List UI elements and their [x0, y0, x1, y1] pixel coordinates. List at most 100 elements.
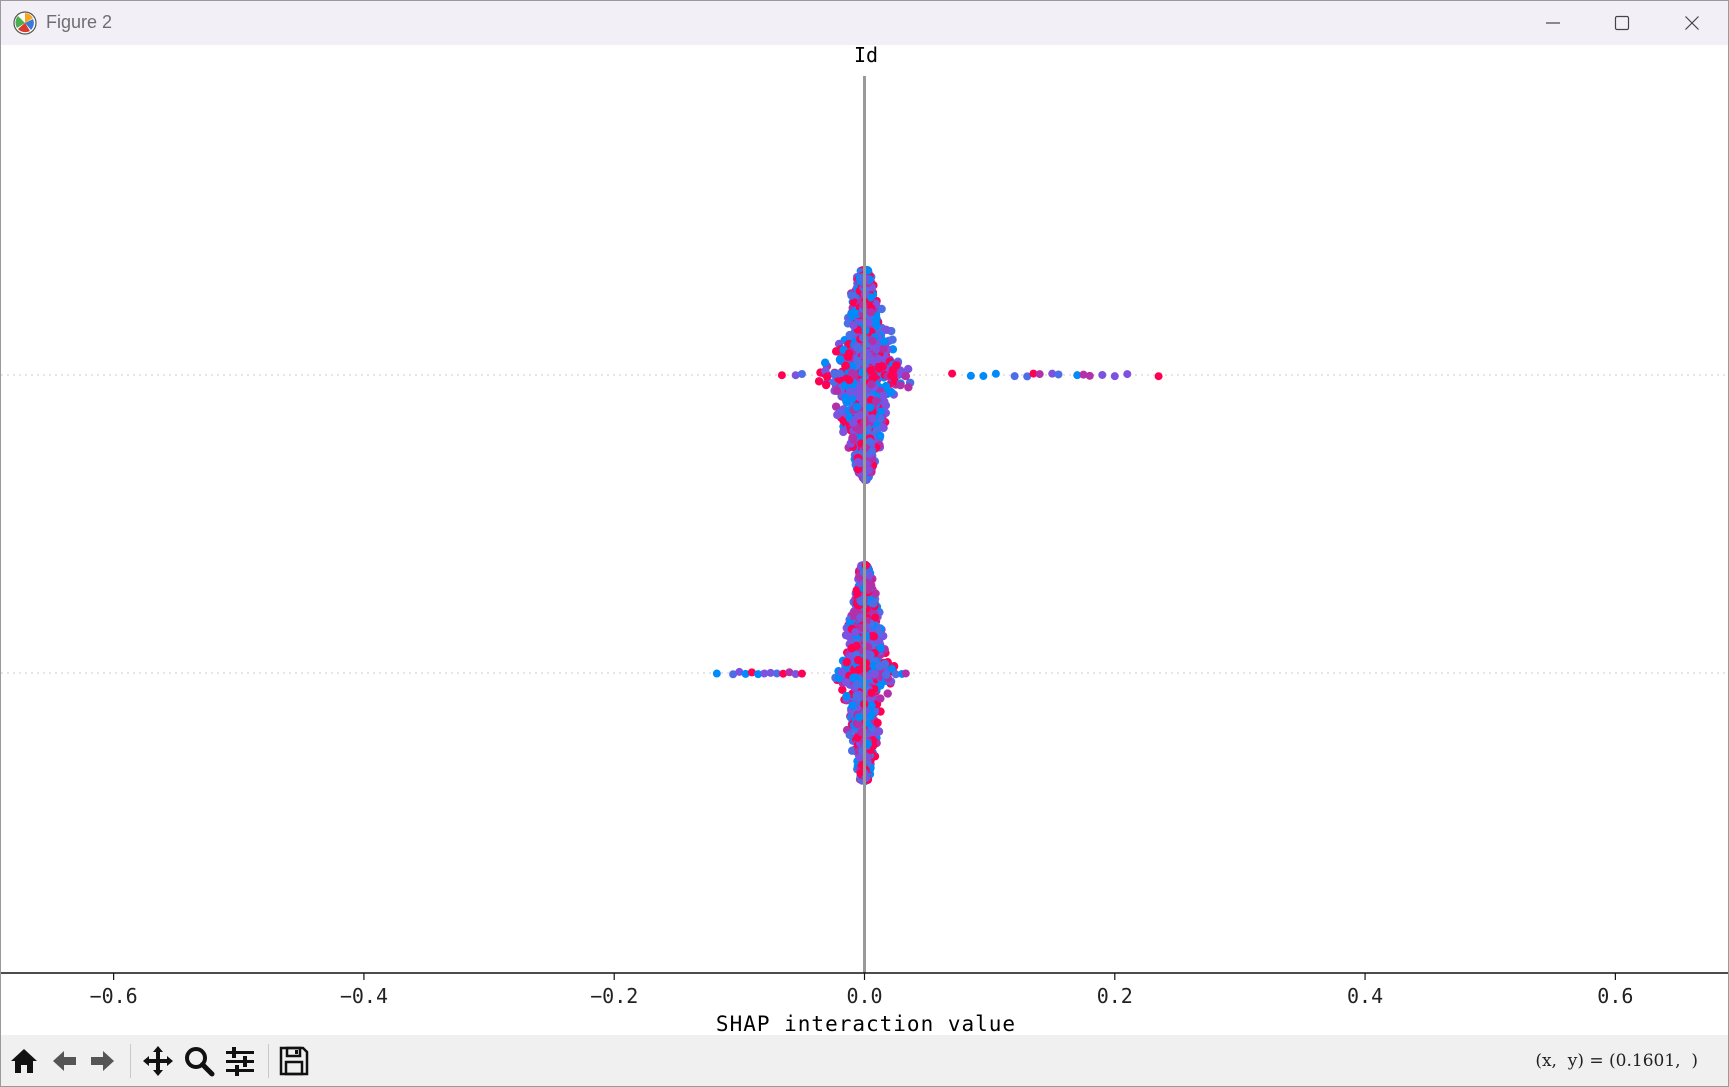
shap-point: [1054, 370, 1063, 379]
zoom-button[interactable]: [181, 1043, 217, 1079]
close-button[interactable]: [1658, 1, 1726, 45]
shap-point: [868, 414, 877, 423]
shap-point: [864, 318, 874, 327]
shap-point: [870, 669, 879, 679]
x-tick-label: 0.2: [1097, 984, 1133, 1008]
shap-point: [892, 361, 901, 370]
shap-point: [854, 655, 863, 665]
shap-point: [868, 336, 877, 346]
shap-point: [901, 669, 910, 678]
shap-point: [867, 380, 876, 389]
shap-point: [888, 335, 897, 344]
shap-point: [874, 354, 883, 364]
shap-point: [879, 423, 888, 433]
home-button[interactable]: [6, 1043, 42, 1079]
window-title: Figure 2: [46, 12, 113, 32]
back-icon: [53, 1051, 76, 1071]
shap-point: [837, 667, 847, 677]
x-tick-label: 0.0: [846, 984, 882, 1008]
shap-point: [866, 366, 875, 375]
shap-point: [855, 753, 865, 763]
shap-point: [1073, 371, 1082, 380]
shap-point: [874, 727, 884, 736]
shap-point: [855, 393, 865, 402]
shap-point: [866, 308, 876, 317]
shap-point: [854, 720, 863, 729]
close-icon: [1685, 16, 1699, 30]
shap-point: [741, 669, 750, 678]
shap-point: [867, 701, 876, 710]
shap-point: [870, 613, 880, 622]
shap-point: [901, 371, 911, 381]
toolbar-separator: [268, 1044, 269, 1078]
shap-point: [797, 369, 806, 378]
pan-button[interactable]: [140, 1043, 176, 1079]
shap-point: [849, 298, 858, 307]
shap-point: [822, 372, 832, 381]
shap-point: [848, 418, 858, 427]
shap-point: [871, 589, 880, 598]
configure-subplots-button[interactable]: [222, 1043, 258, 1079]
shap-point: [754, 670, 763, 679]
shap-point: [877, 304, 886, 314]
shap-point: [864, 466, 873, 475]
shap-point: [835, 355, 845, 364]
shap-point: [1048, 369, 1057, 378]
shap-point: [979, 372, 988, 381]
shap-point: [1085, 371, 1094, 380]
shap-point: [1035, 370, 1044, 379]
shap-interaction-plot: −0.6 −0.4 −0.2 0.0 0.2 0.4 0.6 Id SHAP interac…: [1, 45, 1728, 1035]
shap-point: [785, 668, 794, 677]
minimize-button[interactable]: [1519, 1, 1587, 45]
shap-point: [849, 673, 858, 683]
shap-point: [856, 613, 865, 622]
shap-point: [1010, 372, 1019, 381]
save-button[interactable]: [276, 1043, 312, 1079]
figure-canvas[interactable]: −0.6 −0.4 −0.2 0.0 0.2 0.4 0.6 Id SHAP interac…: [1, 45, 1728, 1035]
shap-point: [735, 667, 744, 676]
shap-point: [875, 431, 885, 441]
shap-point: [876, 643, 885, 653]
shap-point: [833, 410, 842, 420]
shap-point: [791, 371, 800, 380]
shap-point: [863, 672, 873, 681]
x-tick-label: 0.4: [1347, 984, 1383, 1008]
shap-point: [852, 641, 861, 650]
shap-point: [831, 402, 841, 411]
back-button[interactable]: [46, 1043, 82, 1079]
x-tick-label: −0.2: [590, 984, 638, 1008]
shap-point: [832, 386, 842, 395]
shap-point: [851, 627, 860, 637]
shap-point: [1123, 370, 1132, 379]
maximize-button[interactable]: [1588, 1, 1656, 45]
shap-point: [831, 347, 841, 356]
shap-point: [853, 457, 863, 467]
shap-point: [760, 669, 769, 678]
shap-point: [849, 433, 858, 443]
forward-button[interactable]: [85, 1043, 121, 1079]
shap-point: [842, 691, 851, 701]
cursor-coordinates: (x, y) = (0.1601, ): [1535, 1051, 1698, 1071]
shap-point: [883, 689, 892, 698]
configure-icon: [226, 1047, 254, 1076]
shap-point: [853, 356, 862, 365]
shap-point: [842, 678, 851, 687]
shap-point: [848, 361, 857, 371]
shap-point: [821, 380, 831, 390]
shap-point: [991, 369, 1000, 378]
shap-point: [948, 369, 957, 378]
shap-point: [766, 668, 775, 677]
shap-point: [1079, 370, 1088, 379]
x-tick-label: −0.4: [340, 984, 388, 1008]
shap-point: [835, 369, 845, 378]
shap-point: [855, 712, 864, 722]
shap-point: [797, 669, 806, 678]
shap-point: [871, 396, 881, 406]
shap-point: [820, 358, 830, 367]
shap-point: [1098, 370, 1107, 379]
title-bar[interactable]: Figure 2: [1, 1, 1728, 45]
shap-point: [847, 746, 857, 755]
shap-point: [777, 371, 786, 380]
shap-point: [849, 321, 858, 330]
